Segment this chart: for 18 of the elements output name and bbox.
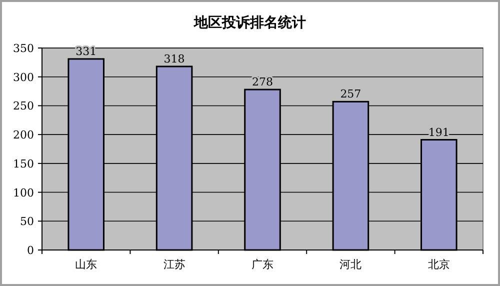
x-tick-label: 北京: [428, 258, 450, 271]
y-tick-label: 0: [27, 244, 34, 257]
y-tick-label: 300: [13, 70, 34, 84]
x-tick-label: 山东: [75, 258, 98, 271]
y-tick-label: 350: [13, 42, 34, 55]
y-tick-label: 50: [20, 215, 34, 228]
x-tick-label: 河北: [340, 258, 362, 271]
data-label: 318: [164, 52, 185, 66]
y-tick-label: 150: [13, 157, 34, 170]
data-label: 257: [340, 88, 362, 101]
y-tick-label: 100: [13, 186, 34, 200]
data-label: 278: [252, 76, 273, 89]
x-tick-label: 江苏: [163, 258, 186, 271]
y-tick-label: 200: [13, 128, 34, 142]
x-tick-label: 广东: [252, 258, 274, 271]
y-tick-label: 250: [13, 100, 34, 113]
data-label: 331: [76, 44, 97, 58]
title: 地区投诉排名统计: [194, 15, 306, 31]
